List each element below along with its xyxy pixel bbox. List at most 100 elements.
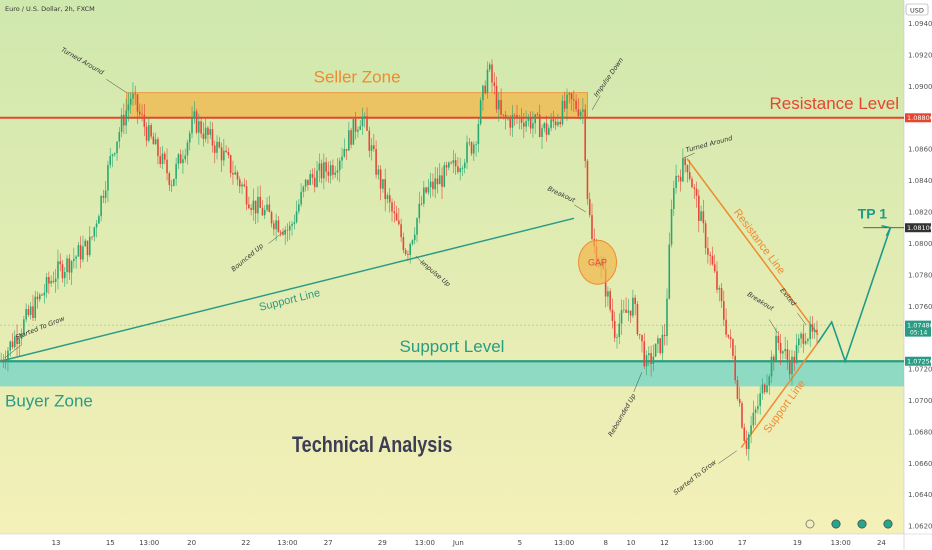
replay-icon[interactable] (805, 519, 815, 529)
candle (498, 92, 500, 122)
time-axis[interactable] (0, 534, 932, 550)
candle (379, 165, 382, 201)
candle (450, 160, 452, 165)
candle (579, 109, 582, 121)
candle (191, 106, 193, 139)
candle (50, 275, 52, 287)
buyer-zone-label: Buyer Zone (5, 391, 93, 410)
candle (457, 157, 459, 174)
candle (411, 239, 414, 246)
candle (59, 253, 62, 272)
candle (393, 200, 396, 223)
candle (23, 315, 25, 336)
candle (34, 290, 37, 321)
candle (382, 179, 384, 193)
candle (168, 171, 171, 192)
candle (209, 121, 212, 139)
candle (534, 113, 536, 134)
candle (477, 118, 480, 153)
annotation-arrow (591, 95, 601, 111)
candle (784, 336, 786, 360)
candle (766, 374, 768, 394)
candle (673, 180, 675, 216)
candle (516, 104, 518, 124)
x-tick-label: 20 (187, 539, 196, 547)
candle (670, 199, 673, 248)
candle (709, 251, 711, 266)
candle (588, 192, 591, 218)
y-tick-label: 1.06200 (908, 523, 932, 531)
candle (575, 94, 577, 113)
candle (463, 158, 466, 174)
candle (52, 271, 55, 284)
candle (91, 236, 93, 241)
x-tick-label: 13:00 (277, 539, 297, 547)
candle (693, 184, 696, 199)
annotation-arrow (718, 450, 737, 464)
candle (29, 301, 32, 320)
x-tick-label: 5 (518, 539, 522, 547)
candle (352, 118, 355, 145)
candle (432, 173, 434, 197)
candle (193, 101, 196, 124)
candle (809, 316, 811, 347)
x-tick-label: 24 (877, 539, 886, 547)
candle (416, 217, 418, 243)
candle (523, 112, 525, 139)
candle (657, 335, 659, 354)
candle (623, 300, 625, 314)
candle (798, 334, 800, 354)
candle (636, 301, 639, 337)
candle (143, 103, 146, 136)
y-tick-label: 1.07800 (908, 271, 932, 279)
svg-text:1.07480: 1.07480 (907, 321, 932, 329)
candle (520, 108, 523, 130)
candle (768, 373, 771, 395)
candle (270, 210, 273, 228)
candle (757, 394, 759, 414)
candle (32, 294, 34, 321)
x-tick-label: 8 (603, 539, 607, 547)
candle (25, 303, 27, 323)
candle (375, 140, 377, 179)
candle (359, 119, 361, 131)
candle (36, 291, 39, 309)
candle (177, 152, 180, 169)
y-tick-label: 1.07200 (908, 366, 932, 374)
indicator-icon-1[interactable] (831, 519, 841, 529)
candle (218, 137, 221, 149)
candle (70, 259, 73, 286)
candle (223, 139, 225, 167)
candle (675, 164, 677, 194)
candle (582, 98, 584, 124)
currency-badge[interactable]: USD (905, 3, 929, 16)
candle (323, 153, 325, 190)
price-axis[interactable] (904, 0, 932, 550)
candle (220, 142, 223, 172)
indicator-icon-3[interactable] (883, 519, 893, 529)
candle (652, 344, 655, 372)
candle (741, 401, 743, 429)
candle (511, 105, 514, 137)
tp1-label: TP 1 (858, 206, 888, 222)
candle (173, 178, 175, 187)
candle (557, 114, 559, 128)
candle (788, 350, 791, 380)
candle (125, 99, 127, 135)
y-tick-label: 1.08000 (908, 240, 932, 248)
x-tick-label: 13:00 (831, 539, 851, 547)
candle (484, 80, 486, 95)
candle (254, 200, 257, 224)
candle (198, 113, 200, 145)
annotation-arrow (415, 255, 425, 265)
candle (225, 145, 227, 154)
candle (279, 230, 282, 237)
candle (148, 116, 150, 143)
candle (100, 194, 102, 222)
indicator-icon-2[interactable] (857, 519, 867, 529)
candle (4, 350, 7, 369)
chart-toolbar[interactable] (805, 519, 893, 529)
candle (775, 327, 777, 361)
candle (413, 227, 416, 245)
candle (395, 205, 398, 222)
